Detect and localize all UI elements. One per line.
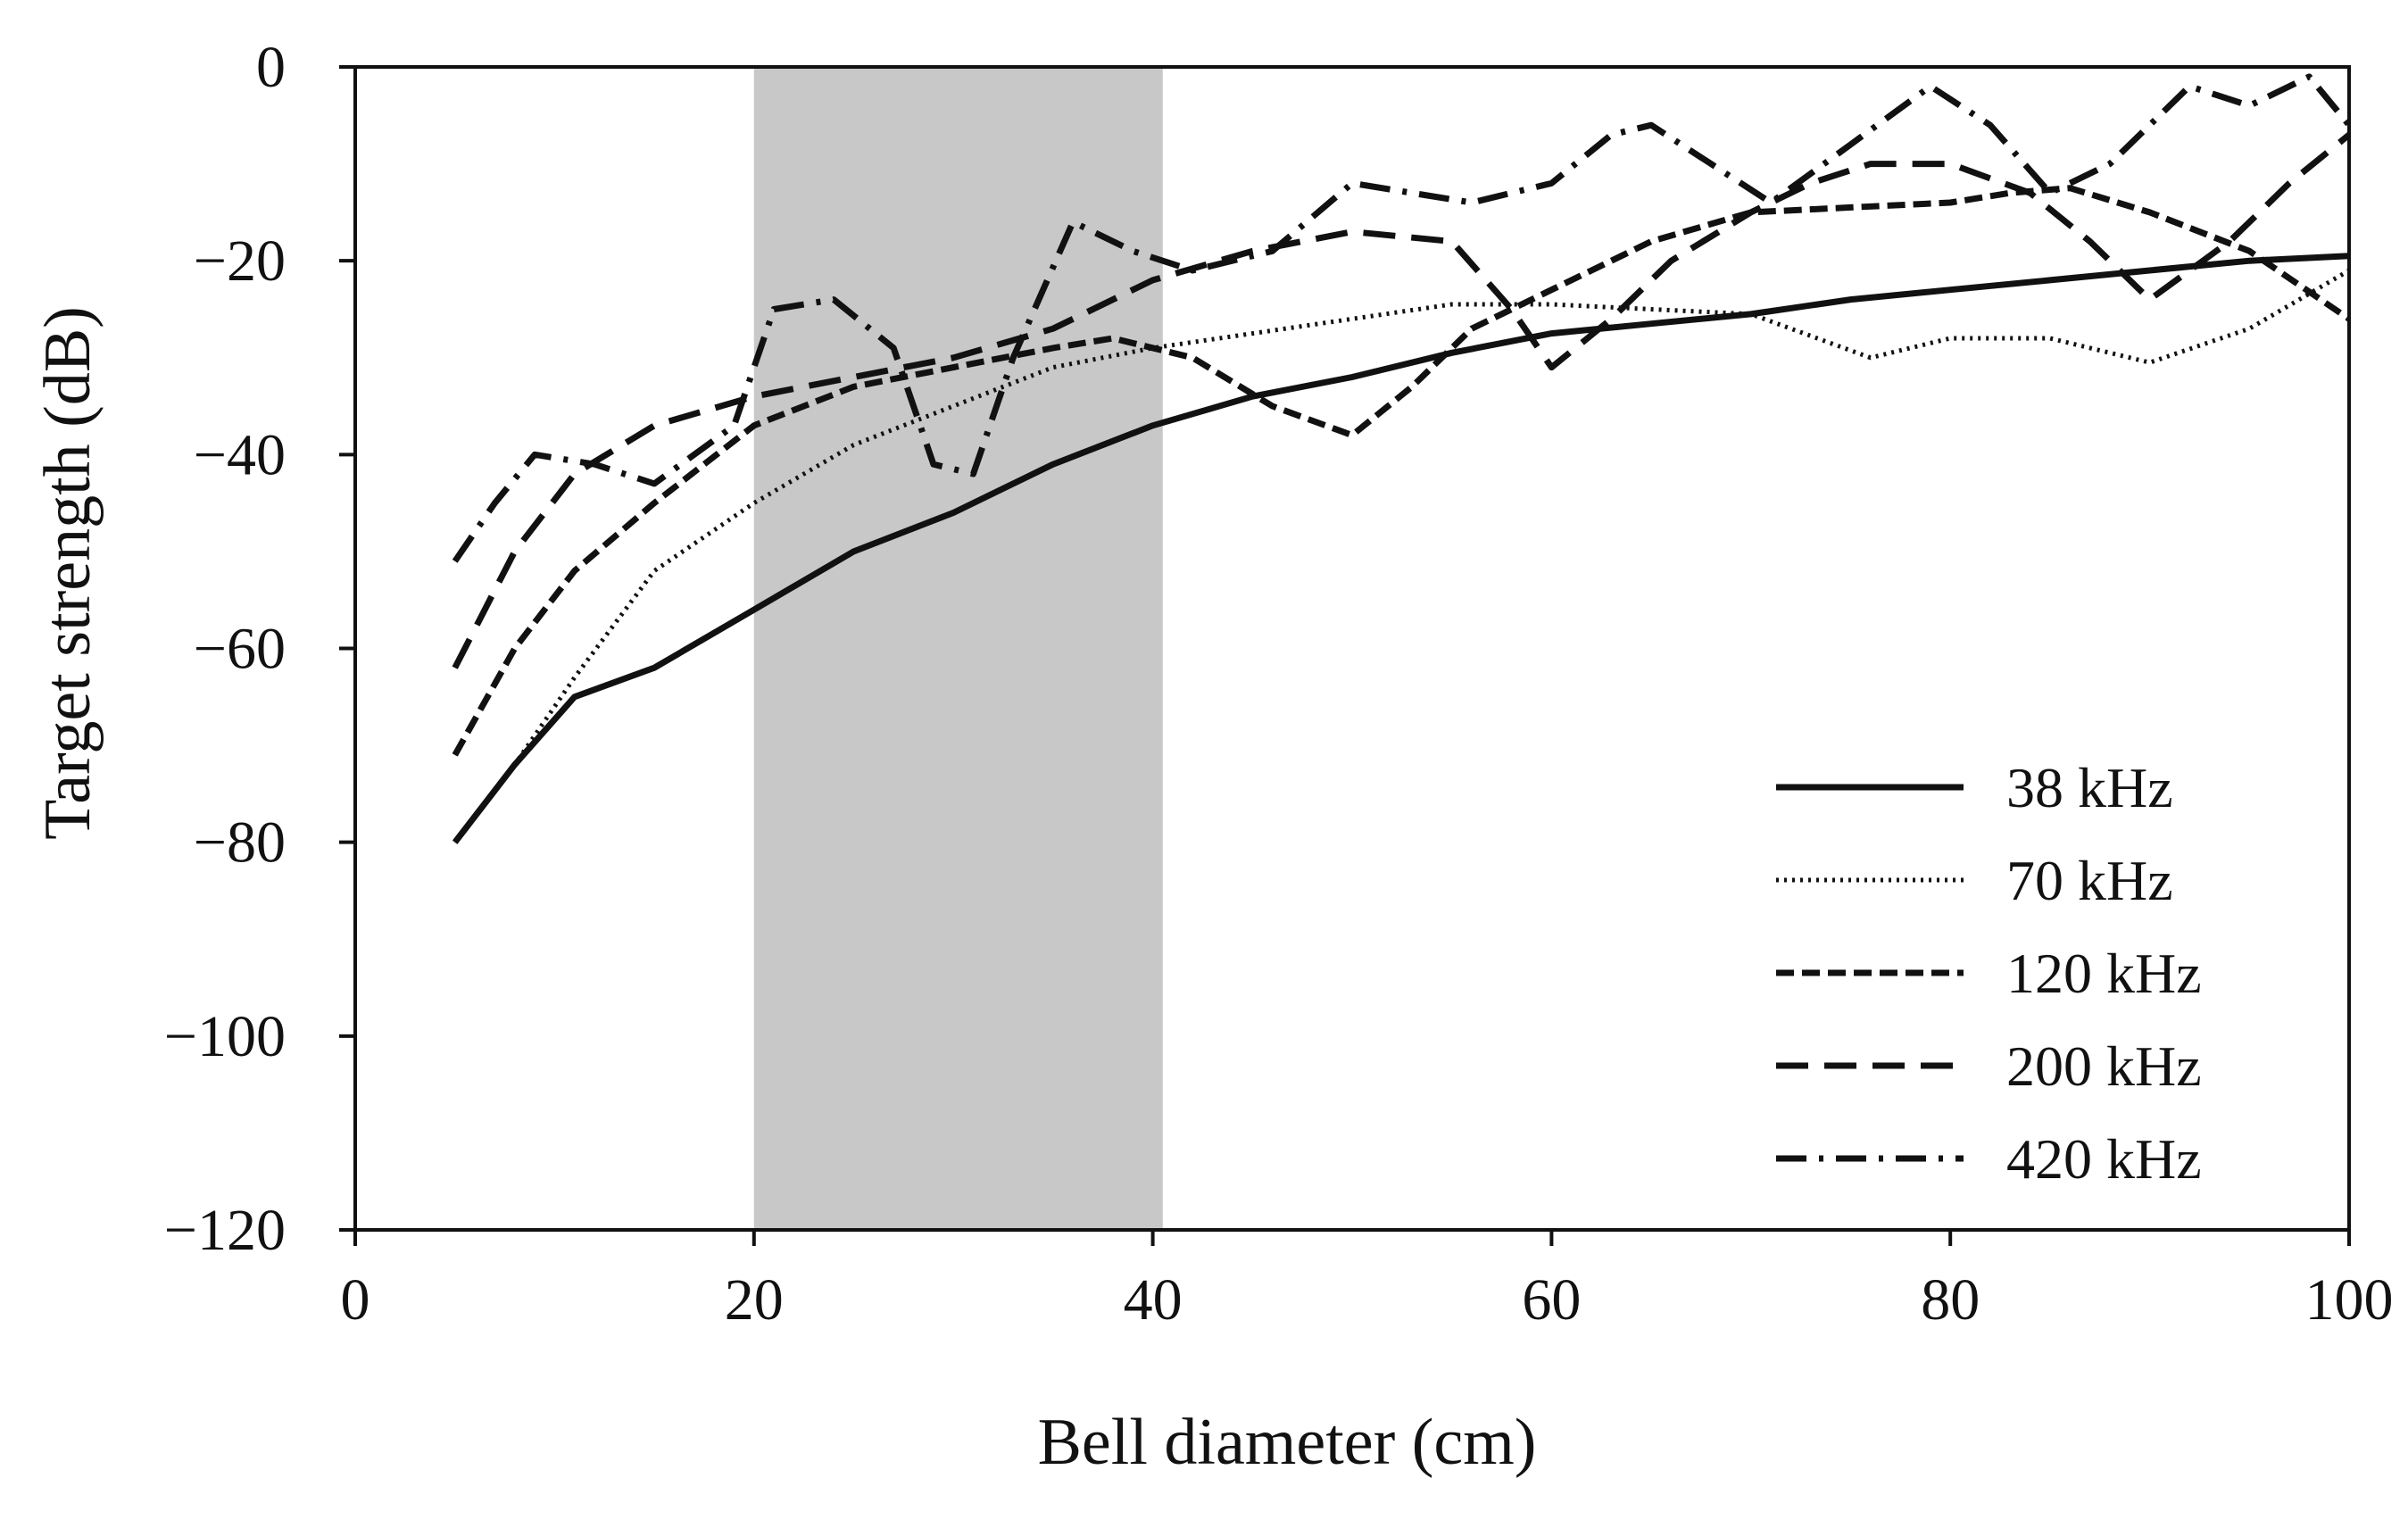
axis-labels-layer: Bell diameter (cm) Target strength (dB) [31,306,1536,1479]
ticks-layer: 0 20 40 60 80 100 0 −20 −40 −60 −80 −100 −120 [164,35,2394,1333]
x-tick-label: 60 [1522,1267,1581,1333]
legend-label: 420 kHz [2006,1127,2202,1191]
x-tick-label: 100 [2305,1267,2394,1333]
series-line-120-khz [452,185,2351,757]
y-tick-label: −80 [194,810,286,876]
shaded-region [753,67,1163,1230]
y-tick-label: −60 [194,617,286,682]
series-line-200-khz [452,132,2352,669]
y-tick-label: 0 [256,35,286,100]
y-tick-label: −100 [164,1004,286,1069]
y-tick-label: −40 [194,422,286,487]
legend-label: 120 kHz [2006,942,2202,1005]
x-tick-label: 80 [1921,1267,1980,1333]
legend: 38 kHz 70 kHz 120 kHz 200 kHz 420 kHz [1776,756,2202,1191]
x-tick-label: 20 [725,1267,784,1333]
y-axis-label: Target strength (dB) [31,306,104,840]
y-tick-label: −120 [164,1198,286,1263]
x-tick-label: 0 [341,1267,370,1333]
series-lines-layer [452,73,2352,844]
x-tick-label: 40 [1124,1267,1183,1333]
series-line-38-khz [452,253,2350,844]
shaded-region-layer [753,67,1163,1230]
legend-label: 70 kHz [2006,849,2173,912]
legend-label: 200 kHz [2006,1034,2202,1098]
x-axis-label: Bell diameter (cm) [1038,1406,1537,1479]
series-line-420-khz [452,73,2352,563]
y-tick-label: −20 [194,228,286,294]
legend-label: 38 kHz [2006,756,2173,819]
